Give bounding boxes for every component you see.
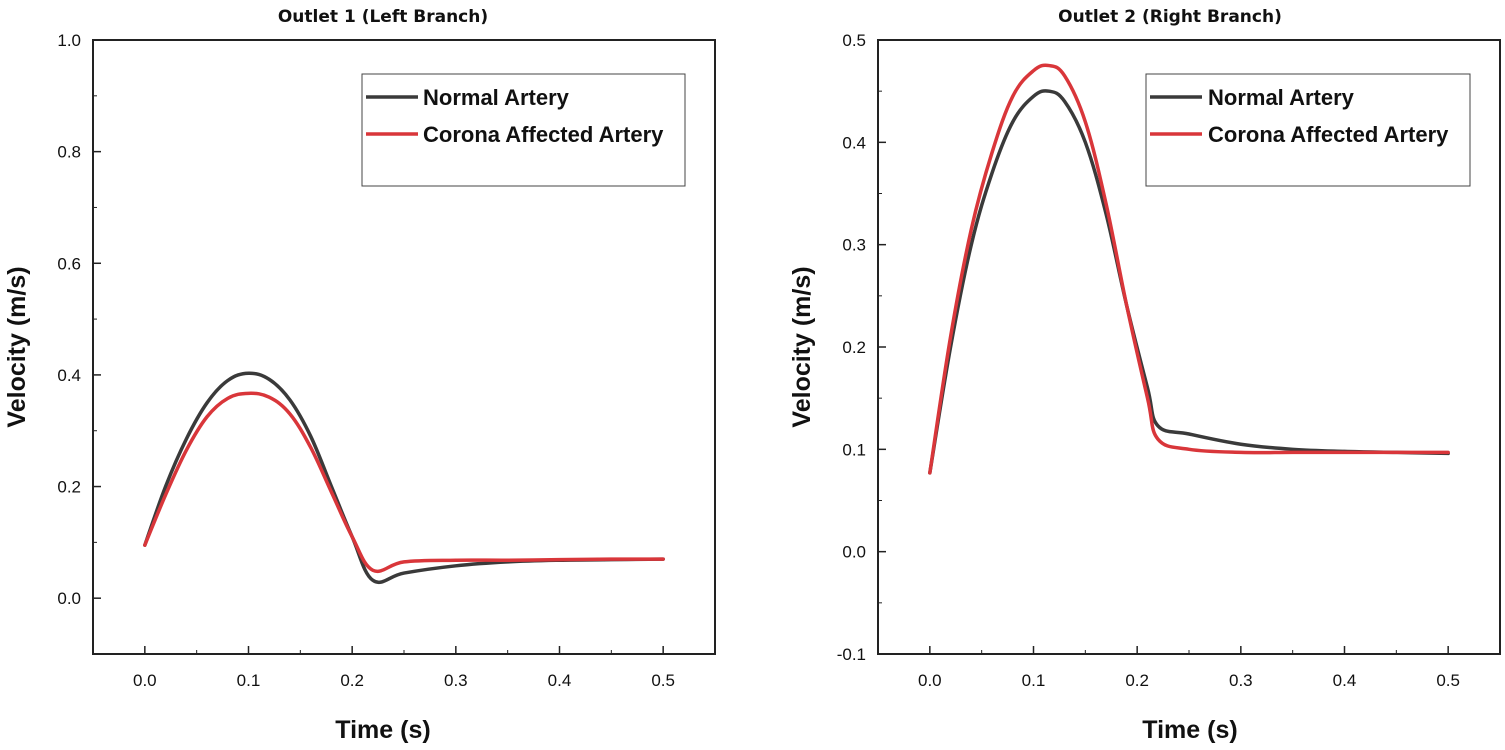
x-tick-label: 0.5 bbox=[1436, 671, 1460, 690]
y-tick-label: 0.0 bbox=[842, 543, 866, 562]
chart-title: Outlet 1 (Left Branch) bbox=[278, 7, 488, 27]
legend-box bbox=[1145, 73, 1471, 187]
y-axis-label: Velocity (m/s) bbox=[3, 266, 31, 427]
legend-label-corona: Corona Affected Artery bbox=[423, 122, 664, 147]
x-tick-label: 0.0 bbox=[918, 671, 942, 690]
series-group bbox=[143, 371, 665, 585]
x-tick-label: 0.3 bbox=[1229, 671, 1253, 690]
y-tick-label: 0.5 bbox=[842, 31, 866, 50]
x-tick-label: 0.5 bbox=[651, 671, 675, 690]
y-tick-label: 0.4 bbox=[57, 366, 81, 385]
y-tick-label: 0.0 bbox=[57, 589, 81, 608]
chart-title: Outlet 2 (Right Branch) bbox=[1058, 7, 1282, 27]
x-axis-label: Time (s) bbox=[1142, 716, 1237, 744]
legend: Normal Artery Corona Affected Artery bbox=[361, 73, 686, 187]
x-tick-label: 0.4 bbox=[1333, 671, 1357, 690]
y-tick-label: 1.0 bbox=[57, 31, 81, 50]
y-tick-label: 0.2 bbox=[842, 338, 866, 357]
series-line-corona bbox=[928, 63, 1450, 475]
ticks: 0.0 0.1 0.2 0.3 0.4 0.5 -0.1 0.0 0.1 0.2 0.3 0.4 0.5 bbox=[837, 31, 1460, 690]
series-line-corona bbox=[143, 391, 665, 574]
y-tick-label: -0.1 bbox=[837, 645, 866, 664]
y-tick-label: 0.8 bbox=[57, 143, 81, 162]
y-tick-label: 0.3 bbox=[842, 236, 866, 255]
y-tick-label: 0.6 bbox=[57, 254, 81, 273]
legend-label-normal: Normal Artery bbox=[423, 85, 570, 110]
legend-label-normal: Normal Artery bbox=[1208, 85, 1355, 110]
x-tick-label: 0.1 bbox=[237, 671, 261, 690]
x-tick-label: 0.2 bbox=[340, 671, 364, 690]
x-tick-label: 0.0 bbox=[133, 671, 157, 690]
x-axis-label: Time (s) bbox=[335, 716, 430, 744]
y-tick-label: 0.4 bbox=[842, 133, 866, 152]
legend-label-corona: Corona Affected Artery bbox=[1208, 122, 1449, 147]
x-tick-label: 0.3 bbox=[444, 671, 468, 690]
ticks: 0.0 0.1 0.2 0.3 0.4 0.5 0.0 0.2 0.4 0.6 0.8 1.0 bbox=[57, 31, 675, 690]
chart-outlet-1: Outlet 1 (Left Branch) Velocity (m/s) Ti… bbox=[3, 7, 716, 744]
legend: Normal Artery Corona Affected Artery bbox=[1145, 73, 1471, 187]
chart-outlet-2: Outlet 2 (Right Branch) Velocity (m/s) T… bbox=[788, 7, 1501, 744]
legend-box bbox=[361, 73, 686, 187]
y-axis-label: Velocity (m/s) bbox=[788, 266, 816, 427]
series-group bbox=[928, 63, 1450, 475]
x-tick-label: 0.1 bbox=[1022, 671, 1046, 690]
x-tick-label: 0.2 bbox=[1125, 671, 1149, 690]
y-tick-label: 0.2 bbox=[57, 478, 81, 497]
series-line-normal bbox=[143, 371, 665, 585]
x-tick-label: 0.4 bbox=[548, 671, 572, 690]
y-tick-label: 0.1 bbox=[842, 440, 866, 459]
series-line-normal bbox=[928, 89, 1450, 475]
